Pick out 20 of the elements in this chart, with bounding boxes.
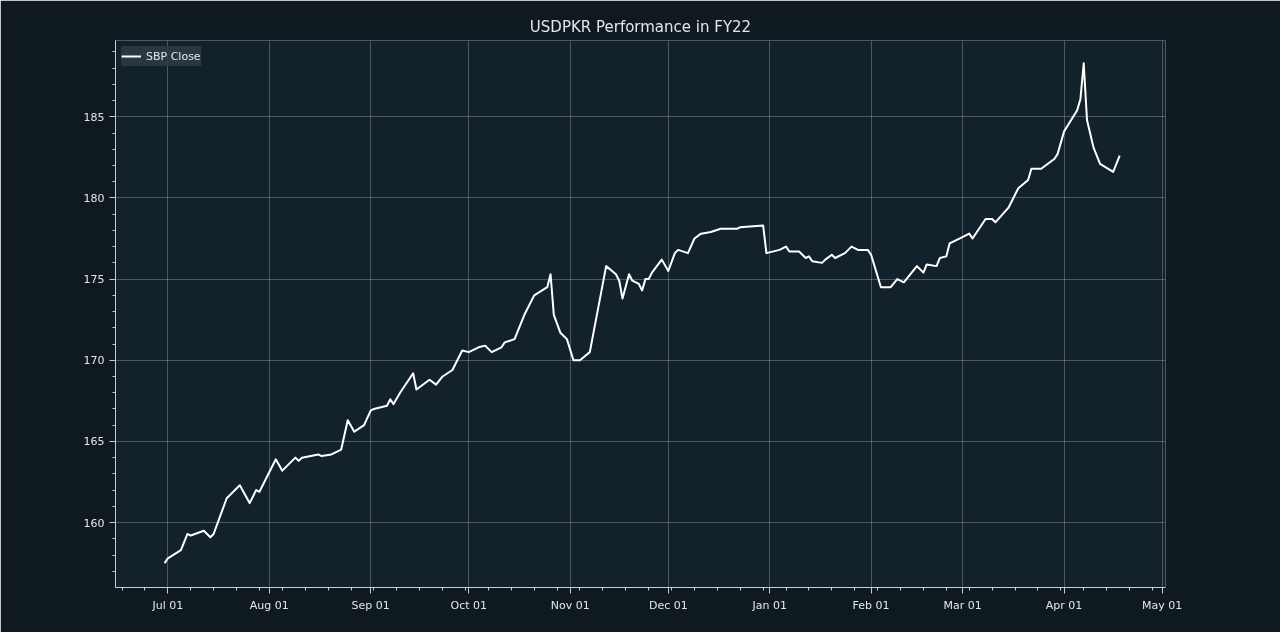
y-tick-label: 165 xyxy=(83,435,105,449)
x-tick-label: Dec 01 xyxy=(648,598,688,612)
x-tick-label: Jul 01 xyxy=(151,598,184,612)
x-tick-label: Apr 01 xyxy=(1045,598,1083,612)
x-tick-label: Oct 01 xyxy=(450,598,488,612)
legend-label: SBP Close xyxy=(146,49,201,63)
y-tick-label: 175 xyxy=(83,273,105,287)
x-tick-label: Mar 01 xyxy=(943,598,982,612)
x-tick-label: Sep 01 xyxy=(351,598,390,612)
y-tick-label: 170 xyxy=(83,354,105,368)
y-tick-label: 185 xyxy=(83,110,105,124)
chart-title: USDPKR Performance in FY22 xyxy=(529,17,752,36)
x-tick-label: Nov 01 xyxy=(550,598,590,612)
x-tick-label: Feb 01 xyxy=(852,598,890,612)
y-tick-label: 180 xyxy=(83,191,105,205)
y-tick-label: 160 xyxy=(83,516,105,530)
x-tick-label: May 01 xyxy=(1142,598,1183,612)
x-tick-label: Jan 01 xyxy=(751,598,787,612)
line-series xyxy=(163,62,1121,565)
x-tick-label: Aug 01 xyxy=(249,598,289,612)
